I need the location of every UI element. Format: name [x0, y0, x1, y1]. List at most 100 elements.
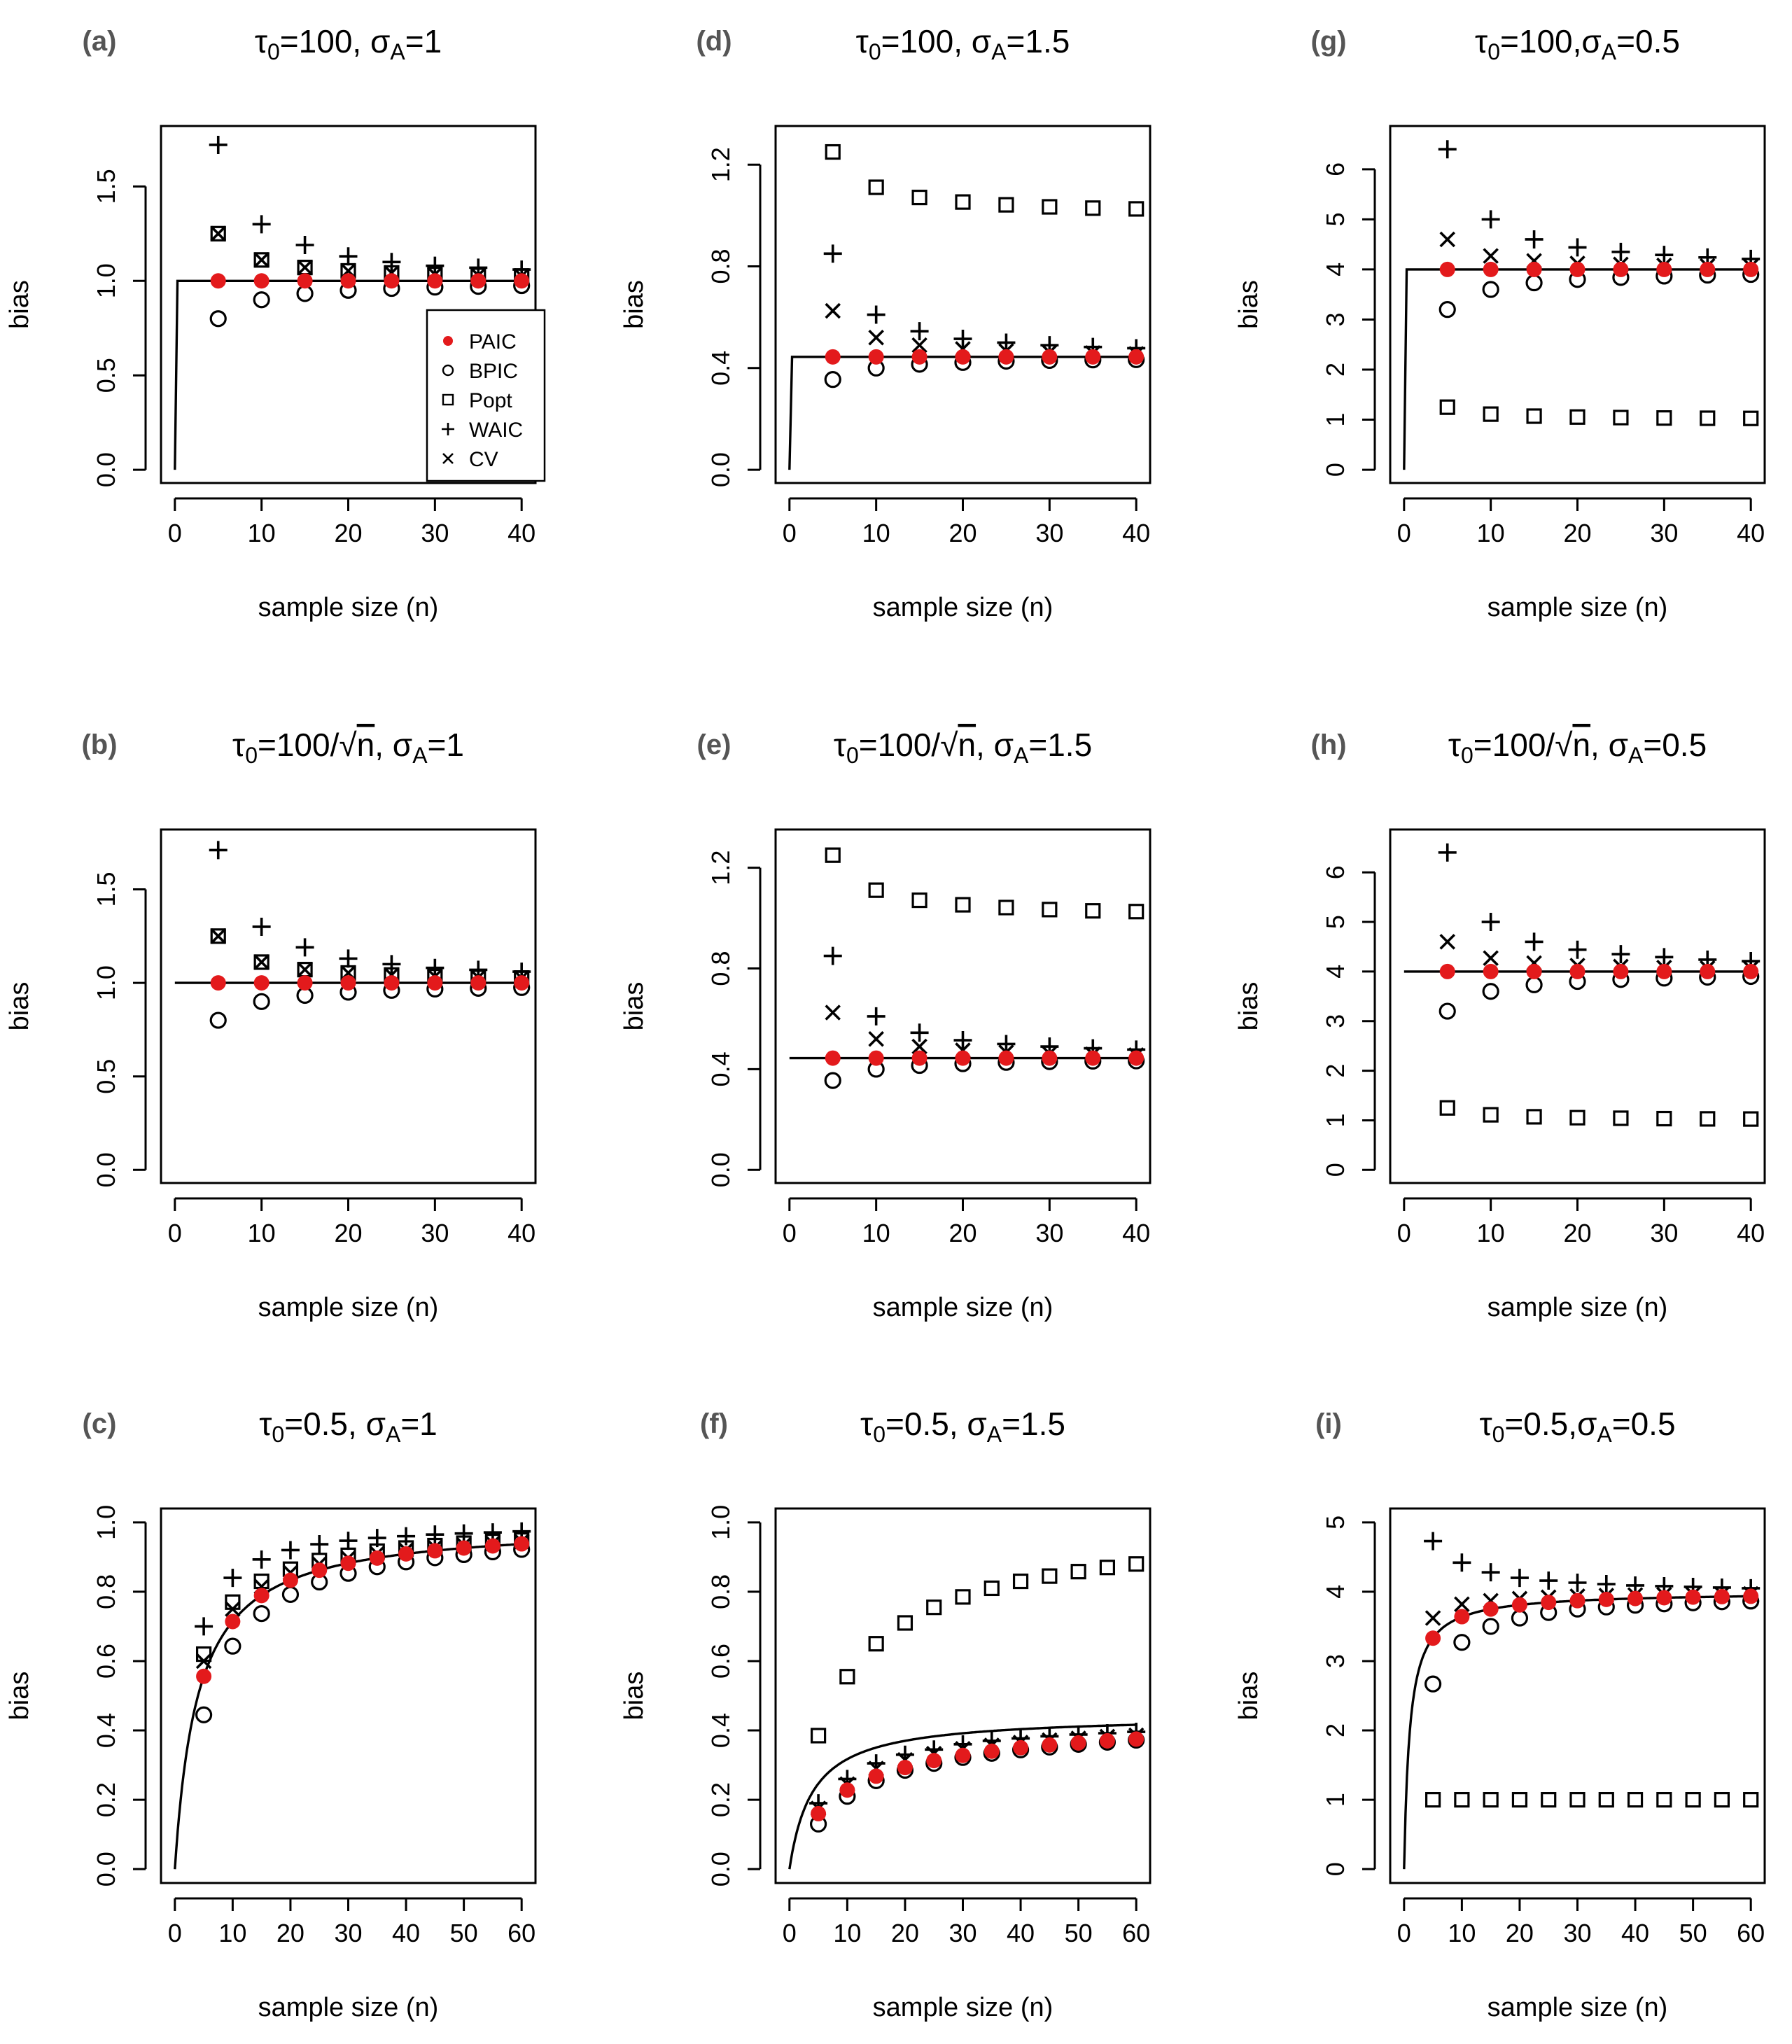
- point-paic: [210, 273, 226, 289]
- point-bpic: [1482, 1618, 1499, 1635]
- y-tick-label: 0.8: [706, 951, 735, 986]
- point-popt-shape: [1454, 1792, 1470, 1808]
- point-cv-shape: [210, 225, 227, 242]
- point-paic-shape: [1483, 261, 1499, 277]
- point-waic-shape: [223, 1569, 242, 1588]
- series-paic: [811, 1731, 1144, 1821]
- point-paic: [1656, 963, 1672, 979]
- x-axis-label: sample size (n): [873, 1993, 1054, 2022]
- point-popt: [911, 892, 927, 909]
- point-waic-shape: [1655, 948, 1674, 967]
- title-part: 0: [869, 39, 881, 64]
- point-popt-shape: [926, 1600, 942, 1616]
- point-popt: [1042, 1568, 1058, 1584]
- point-waic-shape: [295, 938, 314, 957]
- point-paic: [282, 1572, 298, 1588]
- series-cv: [810, 1727, 1144, 1816]
- point-paic-shape: [297, 273, 313, 289]
- panel-letter: (a): [83, 26, 117, 57]
- point-paic-shape: [1425, 1630, 1441, 1646]
- title-part: =1.5: [1007, 23, 1070, 59]
- point-popt: [839, 1669, 855, 1685]
- point-popt: [1541, 1792, 1557, 1808]
- point-waic: [295, 938, 314, 957]
- y-tick-label: 0.0: [92, 1851, 120, 1886]
- point-bpic-shape: [1482, 1618, 1499, 1635]
- point-paic: [1743, 261, 1759, 277]
- title-part: , σ: [976, 727, 1014, 763]
- point-paic: [470, 975, 486, 991]
- point-paic: [1628, 1590, 1644, 1606]
- title-part: τ: [1448, 727, 1461, 763]
- y-tick-label: 5: [1321, 212, 1350, 226]
- x-tick-label: 40: [1007, 1919, 1035, 1947]
- x-tick-label: 10: [218, 1919, 246, 1947]
- point-waic-shape: [1597, 1574, 1616, 1593]
- point-waic-shape: [823, 946, 842, 965]
- point-waic: [1481, 1563, 1500, 1582]
- point-popt-shape: [1656, 410, 1672, 426]
- legend-label: WAIC: [469, 419, 523, 442]
- point-paic: [868, 349, 884, 365]
- legend-label: CV: [469, 448, 498, 471]
- point-cv: [253, 252, 270, 268]
- series-waic: [209, 135, 531, 279]
- point-paic-shape: [1743, 261, 1759, 277]
- point-waic-shape: [867, 1007, 886, 1026]
- point-paic-shape: [210, 273, 226, 289]
- sqrt-sign: √: [940, 727, 958, 763]
- point-cv: [911, 1038, 927, 1055]
- point-waic-shape: [1525, 230, 1544, 248]
- point-bpic: [824, 1072, 841, 1089]
- series-paic: [210, 975, 530, 991]
- point-waic-shape: [1481, 913, 1500, 932]
- y-tick-label: 0.0: [92, 452, 120, 487]
- title-part: =100/: [859, 727, 941, 763]
- point-waic: [1568, 940, 1587, 959]
- title-part: 0: [846, 743, 859, 768]
- point-paic-shape: [1439, 963, 1455, 979]
- point-waic: [997, 1035, 1016, 1054]
- point-popt: [1424, 1792, 1441, 1808]
- y-tick-label: 5: [1321, 915, 1350, 929]
- point-paic: [1598, 1591, 1614, 1607]
- point-bpic: [224, 1637, 241, 1655]
- point-waic: [454, 1524, 473, 1543]
- point-waic-shape: [310, 1535, 329, 1554]
- point-paic-shape: [384, 273, 400, 289]
- point-bpic: [1511, 1609, 1529, 1627]
- x-axis-label: sample size (n): [1488, 593, 1668, 622]
- point-bpic: [195, 1706, 213, 1723]
- point-waic-shape: [1525, 932, 1544, 951]
- point-waic-shape: [339, 247, 358, 266]
- point-bpic: [209, 310, 227, 328]
- series-paic: [196, 1536, 530, 1684]
- point-paic-shape: [427, 1543, 443, 1559]
- point-paic: [1439, 261, 1455, 277]
- point-paic: [1685, 1589, 1701, 1605]
- point-popt-shape: [1743, 410, 1759, 426]
- y-axis-label: bias: [1234, 280, 1264, 329]
- title-part: =0.5,σ: [1504, 1406, 1597, 1442]
- x-tick-label: 30: [1035, 1219, 1063, 1247]
- point-cv: [868, 329, 884, 346]
- point-popt-shape: [825, 144, 841, 160]
- point-popt-shape: [1569, 1792, 1586, 1808]
- x-axis-label: sample size (n): [873, 593, 1054, 622]
- title-part: τ: [232, 727, 245, 763]
- title-part: =0.5: [1643, 727, 1707, 763]
- x-tick-label: 30: [1035, 519, 1063, 547]
- point-waic-shape: [1424, 1532, 1443, 1550]
- point-paic-shape: [998, 349, 1014, 365]
- point-paic-shape: [1569, 963, 1586, 979]
- legend-label: BPIC: [469, 360, 518, 383]
- point-popt-shape: [1700, 1111, 1716, 1127]
- y-tick-label: 1.2: [706, 850, 735, 886]
- point-paic: [1743, 963, 1759, 979]
- point-waic-shape: [1438, 843, 1457, 862]
- point-waic-shape: [368, 1529, 386, 1548]
- point-bpic-shape: [1525, 976, 1543, 993]
- point-paic-shape: [1439, 261, 1455, 277]
- x-tick-label: 10: [1477, 1219, 1505, 1247]
